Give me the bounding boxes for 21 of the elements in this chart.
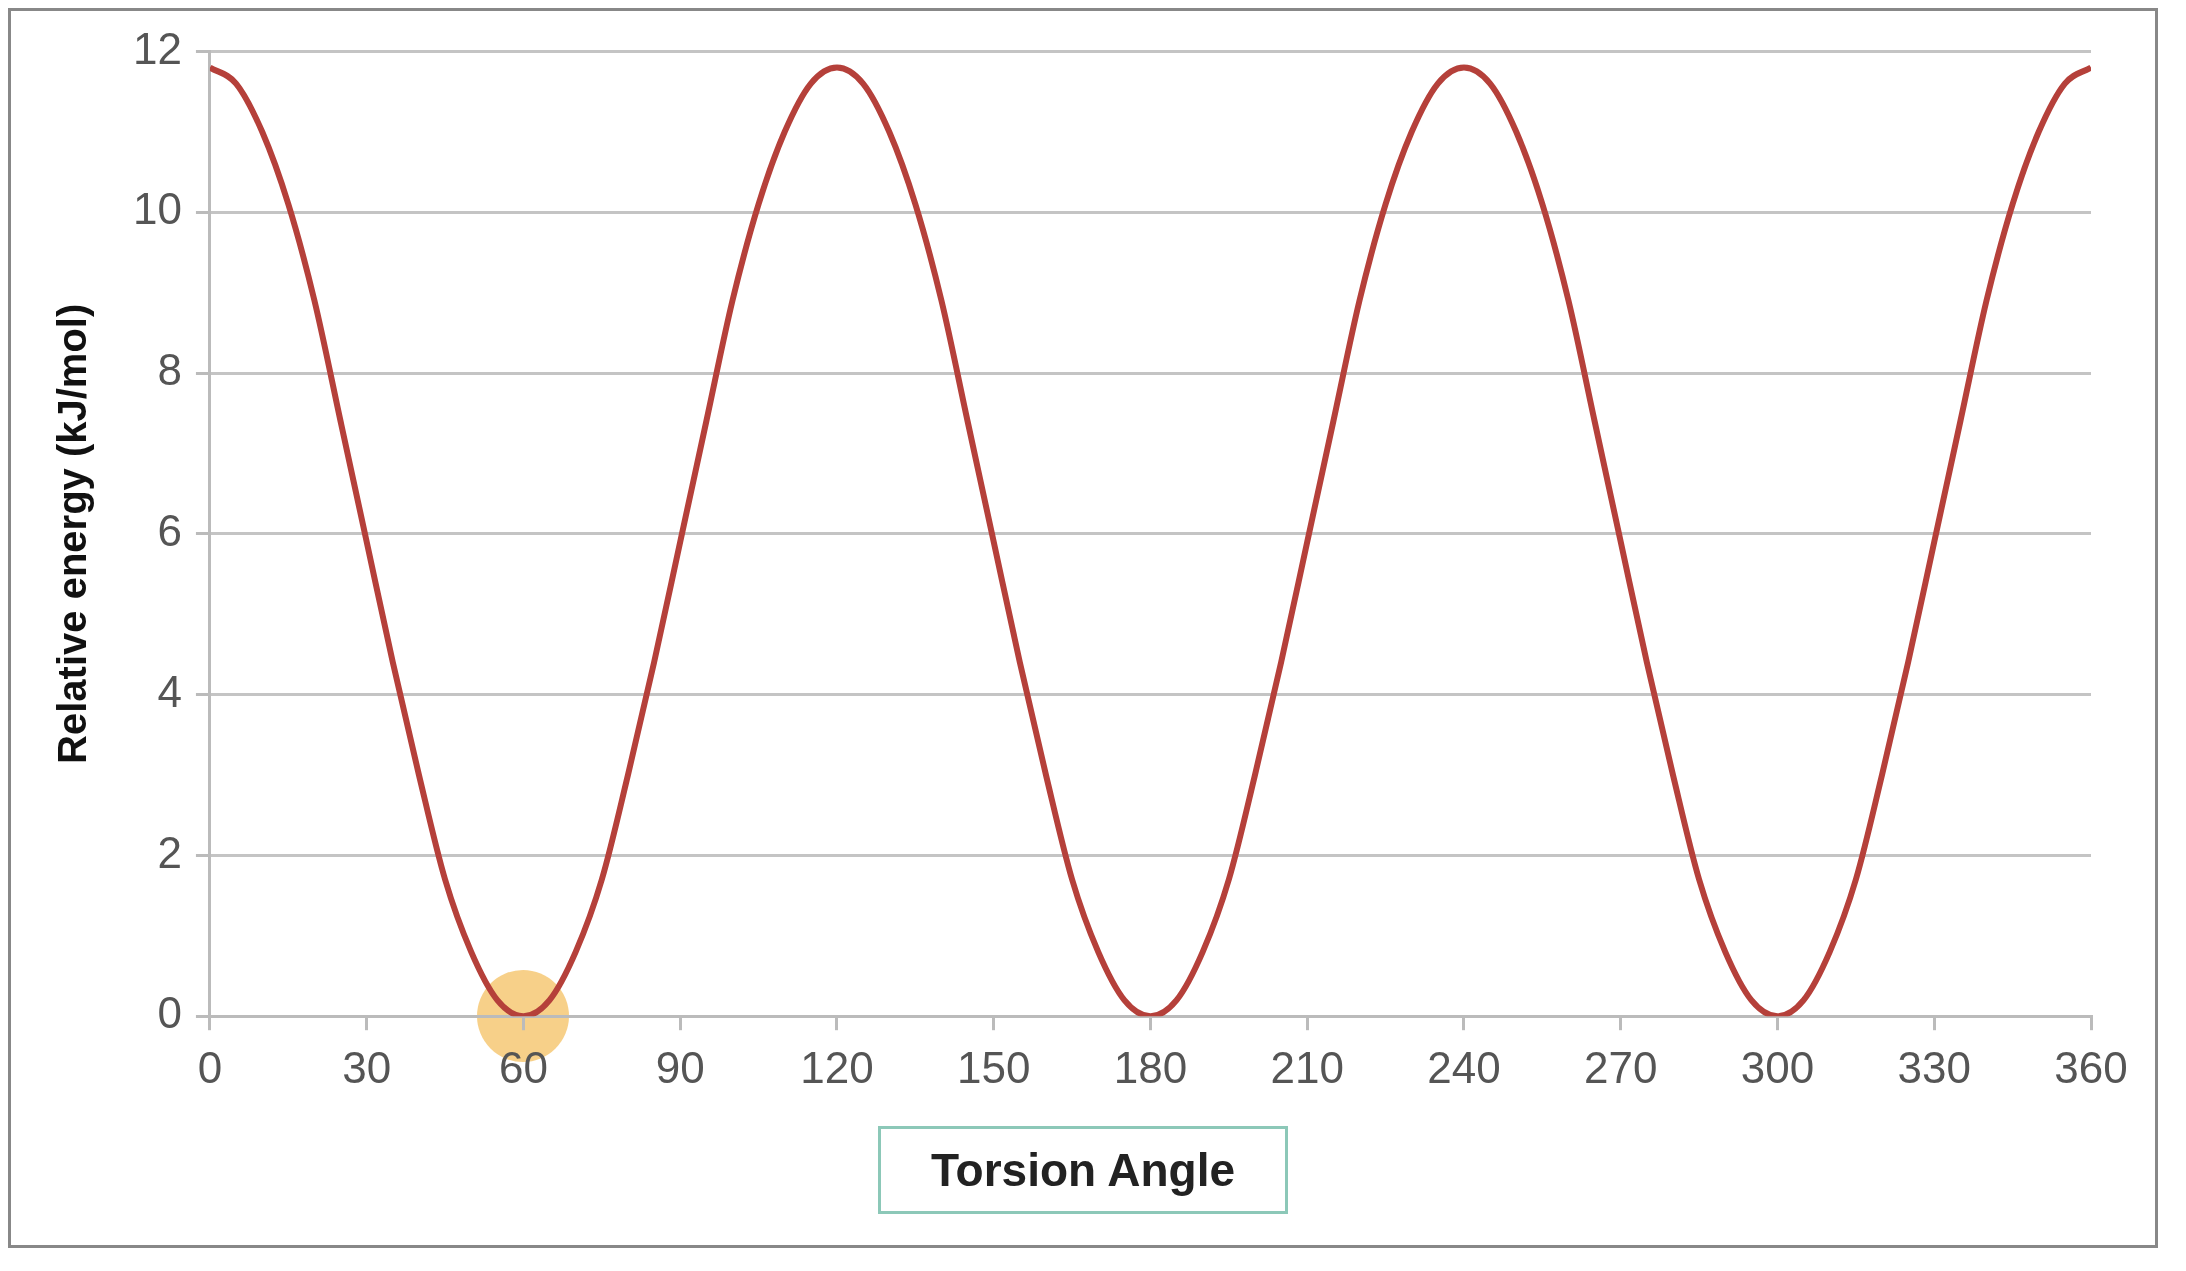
x-tick-label: 360 <box>2054 1042 2128 1092</box>
y-tick-label: 6 <box>157 505 182 555</box>
y-tick-label: 12 <box>132 23 182 73</box>
y-tick-label: 4 <box>157 666 182 716</box>
x-tick-label: 270 <box>1584 1042 1658 1092</box>
x-tick-label: 120 <box>800 1042 874 1092</box>
y-tick-label: 0 <box>157 988 182 1038</box>
x-tick-label: 210 <box>1270 1042 1344 1092</box>
y-tick-label: 8 <box>157 345 182 395</box>
x-tick-label: 240 <box>1427 1042 1501 1092</box>
x-tick-label: 30 <box>342 1042 392 1092</box>
x-tick-label: 0 <box>197 1042 223 1092</box>
y-tick-label: 10 <box>132 184 182 234</box>
y-tick-label: 2 <box>157 827 182 877</box>
x-axis-title: Torsion Angle <box>877 1126 1289 1214</box>
y-axis-title: Relative energy (kJ/mol) <box>50 303 95 764</box>
x-tick-label: 330 <box>1897 1042 1971 1092</box>
x-tick-label: 180 <box>1113 1042 1188 1092</box>
x-tick-label: 90 <box>655 1042 705 1092</box>
x-tick-label: 300 <box>1740 1042 1815 1092</box>
x-tick-label: 150 <box>957 1042 1031 1092</box>
